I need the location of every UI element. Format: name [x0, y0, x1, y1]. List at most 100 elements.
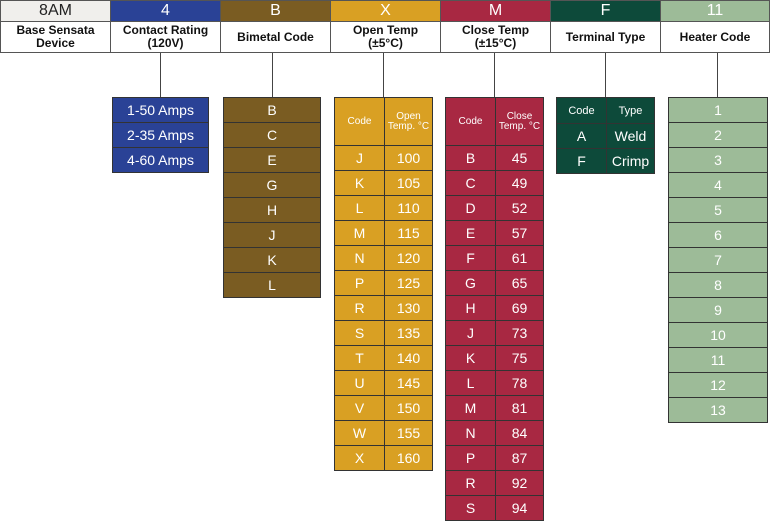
- header-label-line: Base Sensata: [16, 23, 95, 37]
- header-label-contact-rating: Contact Rating (120V): [110, 22, 220, 53]
- terminal-type-table-row: A Weld: [556, 123, 656, 149]
- header-label-base-device: Base Sensata Device: [0, 22, 110, 53]
- close-temp-table-row: K 75: [445, 345, 545, 371]
- bimetal-code-option: J: [223, 222, 321, 248]
- open-temp-table-row: S 135: [334, 320, 434, 346]
- header-code-close-temp: M: [440, 0, 550, 22]
- terminal-type-table-column-header: Code: [556, 97, 607, 124]
- terminal-type-table-row: F Crimp: [556, 148, 656, 174]
- contact-rating-table: 1-50 Amps 2-35 Amps 4-60 Amps: [112, 97, 209, 173]
- bimetal-code-option: C: [223, 122, 321, 148]
- header-code-base-device: 8AM: [0, 0, 110, 22]
- heater-code-option: 6: [668, 222, 768, 248]
- header-label-close-temp: Close Temp (±15°C): [440, 22, 550, 53]
- close-temp-table-code: E: [445, 220, 496, 246]
- heater-code-option: 10: [668, 322, 768, 348]
- close-temp-table-value: 78: [495, 370, 544, 396]
- header-label-line: Device: [36, 36, 75, 50]
- close-temp-table-row: R 92: [445, 470, 545, 496]
- open-temp-table-code: M: [334, 220, 385, 246]
- close-temp-table-code: S: [445, 495, 496, 521]
- heater-code-option: 7: [668, 247, 768, 273]
- open-temp-table-value: 100: [384, 145, 433, 171]
- open-temp-table-row: L 110: [334, 195, 434, 221]
- close-temp-table-code: L: [445, 370, 496, 396]
- close-temp-table-code: P: [445, 445, 496, 471]
- bimetal-code-option: L: [223, 272, 321, 298]
- close-temp-table-code: B: [445, 145, 496, 171]
- open-temp-table-code: P: [334, 270, 385, 296]
- open-temp-table-code: U: [334, 370, 385, 396]
- contact-rating-option: 1-50 Amps: [112, 97, 209, 123]
- close-temp-table-row: G 65: [445, 270, 545, 296]
- open-temp-table-code: L: [334, 195, 385, 221]
- terminal-type-table-code: A: [556, 123, 607, 149]
- header-label-line: Terminal Type: [565, 29, 646, 44]
- header-label-terminal-type: Terminal Type: [550, 22, 660, 53]
- open-temp-table-value: 125: [384, 270, 433, 296]
- header-label-line: Heater Code: [679, 29, 751, 44]
- open-temp-table-value: 160: [384, 445, 433, 471]
- close-temp-table-code: H: [445, 295, 496, 321]
- close-temp-table-code: K: [445, 345, 496, 371]
- close-temp-table-code: M: [445, 395, 496, 421]
- close-temp-table-row: J 73: [445, 320, 545, 346]
- close-temp-table-code: N: [445, 420, 496, 446]
- header-code-open-temp: X: [330, 0, 440, 22]
- open-temp-table-value: 145: [384, 370, 433, 396]
- open-temp-table-code: K: [334, 170, 385, 196]
- header-label-heater-code: Heater Code: [660, 22, 770, 53]
- contact-rating-option: 4-60 Amps: [112, 147, 209, 173]
- header-label-line: (±5°C): [368, 36, 403, 50]
- terminal-type-table-value: Crimp: [606, 148, 655, 174]
- close-temp-table-value: 49: [495, 170, 544, 196]
- close-temp-table-code: J: [445, 320, 496, 346]
- open-temp-table-value: 135: [384, 320, 433, 346]
- connector-line: [494, 53, 495, 97]
- open-temp-table-value: 110: [384, 195, 433, 221]
- heater-code-option: 9: [668, 297, 768, 323]
- bimetal-code-option: H: [223, 197, 321, 223]
- heater-code-option: 11: [668, 347, 768, 373]
- terminal-type-table-code: F: [556, 148, 607, 174]
- close-temp-table-value: 61: [495, 245, 544, 271]
- close-temp-table-header-row: Code Close Temp. °C: [445, 97, 545, 146]
- open-temp-table-header-row: Code Open Temp. °C: [334, 97, 434, 146]
- open-temp-table-row: R 130: [334, 295, 434, 321]
- bimetal-code-option: K: [223, 247, 321, 273]
- close-temp-table-code: D: [445, 195, 496, 221]
- open-temp-table-code: R: [334, 295, 385, 321]
- header-label-line: (±15°C): [474, 36, 517, 50]
- heater-code-option: 1: [668, 97, 768, 123]
- heater-code-option: 3: [668, 147, 768, 173]
- close-temp-table-value: 87: [495, 445, 544, 471]
- terminal-type-table-column-header: Type: [606, 97, 655, 124]
- terminal-type-table-value: Weld: [606, 123, 655, 149]
- close-temp-table-row: F 61: [445, 245, 545, 271]
- close-temp-table-code: R: [445, 470, 496, 496]
- heater-code-option: 5: [668, 197, 768, 223]
- contact-rating-option: 2-35 Amps: [112, 122, 209, 148]
- header-label-line: Contact Rating: [122, 23, 209, 37]
- open-temp-table-code: X: [334, 445, 385, 471]
- open-temp-table-code: S: [334, 320, 385, 346]
- close-temp-table-row: N 84: [445, 420, 545, 446]
- close-temp-table-value: 75: [495, 345, 544, 371]
- heater-code-option: 13: [668, 397, 768, 423]
- close-temp-table-row: E 57: [445, 220, 545, 246]
- open-temp-table-row: X 160: [334, 445, 434, 471]
- heater-code-option: 2: [668, 122, 768, 148]
- header-label-line: Close Temp: [461, 23, 530, 37]
- header-label-text: Open Temp (±5°C): [353, 24, 418, 50]
- header-label-text: Terminal Type: [565, 29, 646, 44]
- open-temp-table-column-header: Open Temp. °C: [384, 97, 433, 146]
- terminal-type-table: Code Type A Weld F Crimp: [556, 97, 656, 174]
- open-temp-table-code: J: [334, 145, 385, 171]
- header-code-terminal-type: F: [550, 0, 660, 22]
- close-temp-table-row: P 87: [445, 445, 545, 471]
- close-temp-table-column-header: Code: [445, 97, 496, 146]
- close-temp-table-code: F: [445, 245, 496, 271]
- header-label-bimetal-code: Bimetal Code: [220, 22, 330, 53]
- close-temp-table-value: 65: [495, 270, 544, 296]
